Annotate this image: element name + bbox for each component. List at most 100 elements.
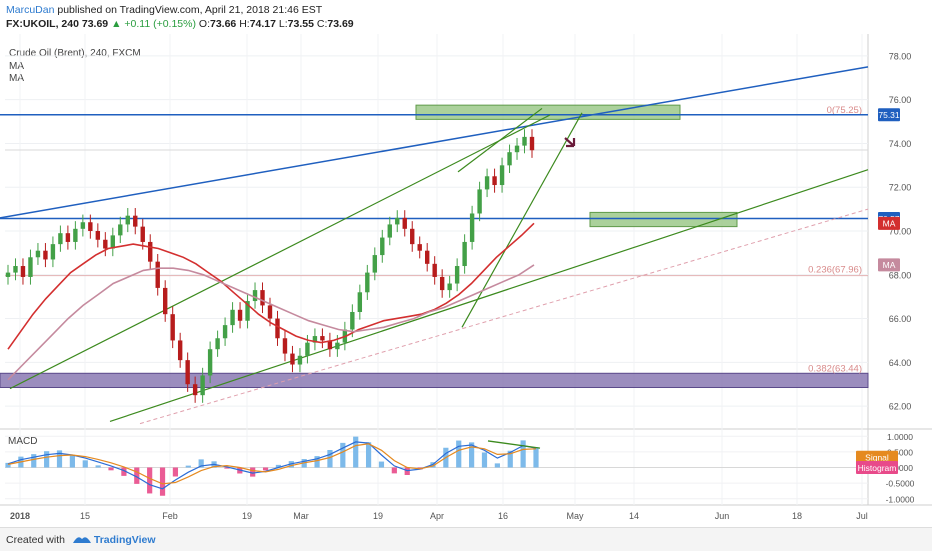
macd-tick-label: -0.5000 [886,479,915,489]
histogram-bar [353,436,359,468]
brand-link[interactable]: TradingView [93,534,156,546]
candle-body [13,266,18,273]
time-tick-label: 19 [242,511,252,521]
drawings: 0(75.25) 0.236(67.96) 0.382(63.44) [0,66,869,425]
candle-body [522,136,527,146]
time-tick-label: Mar [293,511,309,521]
histogram-bar [82,460,88,468]
candle-body [260,290,265,306]
candle-body [282,338,288,354]
candle-body [133,215,138,227]
chart-header: MarcuDan published on TradingView.com, A… [0,0,932,34]
histogram-bar [469,442,475,468]
candle-body [372,255,377,273]
price-label-box [878,216,900,230]
footer: Created with TradingView [0,527,932,551]
price-label-box [878,108,900,122]
divergence-line [487,440,541,449]
legend-ma-1[interactable]: MA [9,60,24,72]
candle-body [290,353,295,365]
histogram-bar [340,442,346,468]
candle-body [320,336,325,341]
ma-slow-line [7,264,535,381]
candle-body [237,309,243,321]
time-tick-label: 15 [80,511,90,521]
macd-pane: MACD [5,435,868,500]
last-price: 73.69 [81,18,109,30]
macd-tick-label: -1.0000 [886,494,915,504]
chart-legend: Crude Oil (Brent), 240, FXCM MA MA [9,48,141,86]
histogram-bar [494,463,500,468]
histogram-bar [314,456,320,468]
grid [0,34,932,506]
price-tick-label: 78.00 [889,51,912,61]
candle-body [80,222,86,229]
candle-body [365,272,370,293]
legend-title[interactable]: Crude Oil (Brent), 240, FXCM [9,48,141,59]
histogram-bar [159,467,166,496]
histogram-bar [108,467,114,471]
price-label-text: 75.31 [878,110,900,120]
price-label-box [878,258,900,272]
high-label: H: [239,18,250,30]
fib-label: 0.382(63.44) [808,364,862,375]
candle-body [335,342,340,350]
candle-body [73,228,78,242]
time-tick-label: 18 [792,511,802,521]
published-text: published on TradingView.com, April 21, … [57,4,323,16]
candle-body [469,213,475,242]
candle-body [20,266,26,277]
histogram-bar [95,465,101,468]
histogram-bar [224,467,230,469]
price-tick-label: 74.00 [889,139,912,149]
dashed-projection [139,208,869,425]
moving-averages [7,222,535,381]
histogram-bar [250,467,256,477]
legend-ma-2[interactable]: MA [9,73,24,84]
candle-body [425,250,430,264]
candle-body [185,360,190,385]
created-with: Created with [6,534,65,546]
close-label: C: [316,18,328,30]
histogram-bar [391,467,397,474]
macd-label-box [856,450,898,464]
candle-body [387,224,392,238]
candle-body [327,340,333,350]
time-tick-label: 2018 [10,511,30,521]
time-tick-label: May [566,511,584,521]
macd-tick-label: 1.0000 [887,432,913,442]
low-label: L: [278,18,288,30]
histogram-bar [134,467,140,484]
fib-label: 0.236(67.96) [808,265,862,276]
histogram-bar [456,440,462,468]
candle-body [192,384,198,396]
histogram-bar [533,447,539,468]
candle-body [439,276,445,291]
time-tick-label: 19 [373,511,383,521]
candle-body [140,226,145,242]
low-value: 73.55 [287,18,314,30]
macd-tick-label: 0.0000 [887,463,913,473]
candle-body [35,250,41,258]
candle-body [402,217,407,229]
candle-body [148,241,153,262]
candles [5,129,535,403]
price-tick-label: 76.00 [889,95,912,105]
candle-body [514,145,520,153]
chart-canvas[interactable]: 0(75.25) 0.236(67.96) 0.382(63.44) MACD 62… [0,0,932,526]
candle-body [275,318,280,339]
price-tick-label: 72.00 [889,183,912,193]
author-link[interactable]: MarcuDan [6,4,55,16]
histogram-bar [121,467,127,476]
candle-body [447,283,452,291]
symbol-line: FX:UKOIL, 240 73.69 ▲ +0.11 (+0.15%) O:7… [6,18,354,30]
macd-tick-label: 0.5000 [887,447,913,457]
histogram-bar [69,455,75,468]
candle-body [380,237,385,256]
price-tick-label: 66.00 [889,314,912,324]
histogram-bar [56,450,63,468]
close-value: 73.69 [327,18,354,30]
candle-body [252,290,258,302]
macd-line [7,441,537,490]
candle-body [454,266,460,284]
